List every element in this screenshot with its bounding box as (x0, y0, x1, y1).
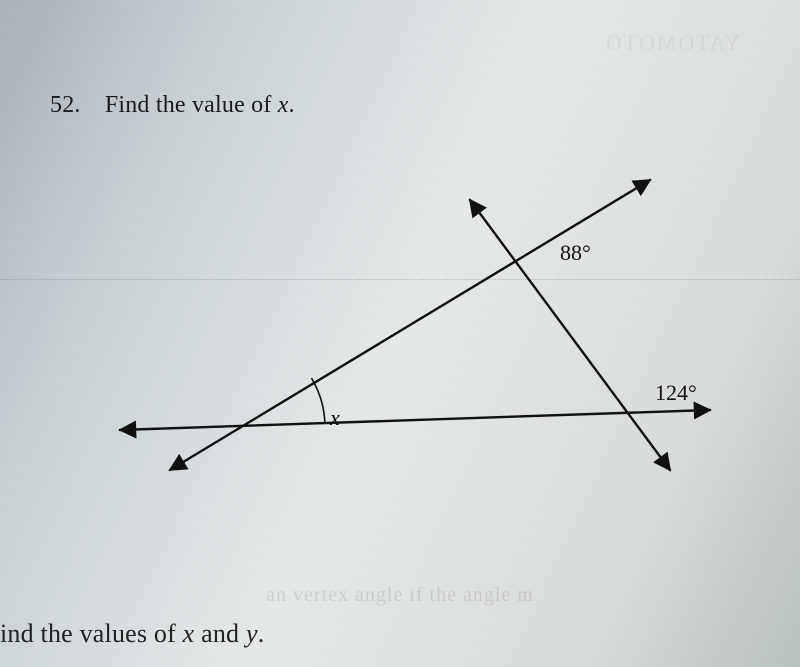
question-prompt: Find the value of x. (105, 92, 295, 118)
footer-var1: x (183, 619, 195, 648)
prompt-variable: x (278, 92, 289, 118)
geometry-figure: x 88° 124° (110, 170, 730, 490)
angle-label-x: x (330, 405, 340, 431)
angle-label-124: 124° (655, 380, 697, 406)
angle-arc-x (311, 378, 325, 424)
bleed-through-text-bottom: an vertex angle if the angle m (0, 584, 800, 607)
next-question-fragment: ind the values of x and y. (0, 619, 264, 649)
angle-label-88: 88° (560, 240, 591, 266)
figure-svg (110, 170, 730, 490)
page: YATOMOTO 52. Find the value of x. x 88° … (0, 0, 800, 667)
line-upper (170, 180, 650, 470)
question-line: 52. Find the value of x. (50, 92, 295, 119)
question-number: 52. (50, 92, 81, 118)
footer-suffix: . (258, 619, 265, 648)
prompt-suffix: . (289, 92, 295, 118)
line-base (120, 410, 710, 430)
footer-prefix: ind the values of (0, 619, 183, 648)
prompt-prefix: Find the value of (105, 92, 278, 118)
footer-var2: y (246, 619, 258, 648)
footer-mid: and (194, 619, 246, 648)
bleed-through-text-top: YATOMOTO (604, 30, 740, 56)
